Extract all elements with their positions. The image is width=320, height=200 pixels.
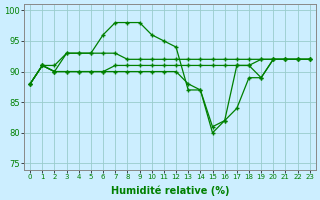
X-axis label: Humidité relative (%): Humidité relative (%) [111, 185, 229, 196]
